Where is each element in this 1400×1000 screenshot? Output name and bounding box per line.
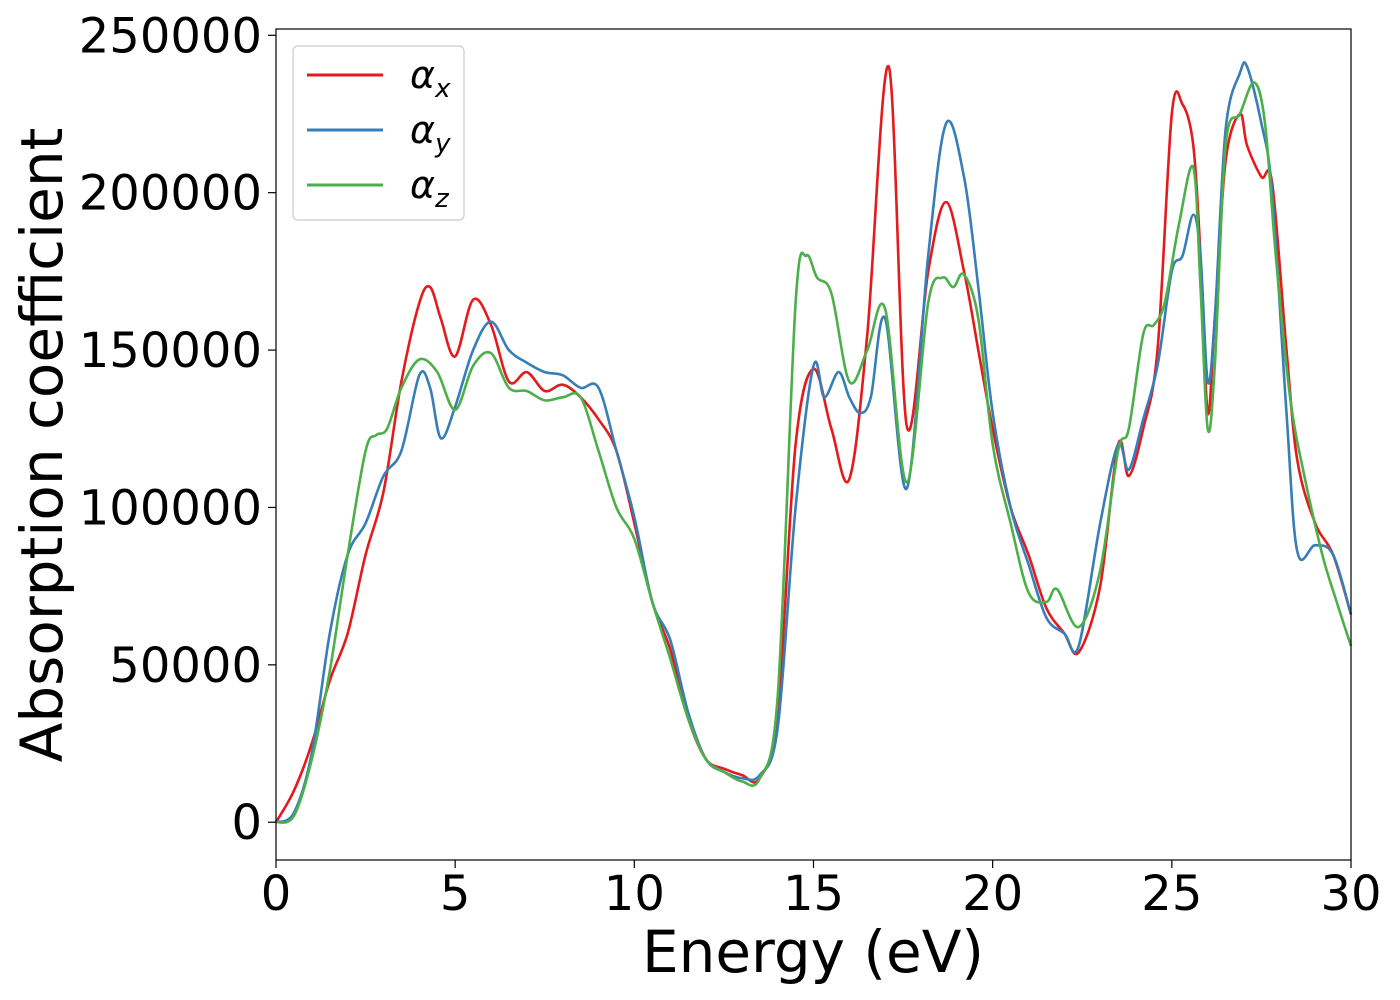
x-tick-label: 25 — [1141, 866, 1202, 922]
x-tick-label: 0 — [261, 866, 292, 922]
series-line-x — [274, 65, 1353, 823]
y-axis-ticks: 0 50000 100000 150000 200000 250000 — [79, 8, 276, 851]
y-tick-label: 200000 — [79, 166, 262, 222]
plot-lines — [274, 61, 1353, 824]
x-tick-label: 30 — [1320, 866, 1381, 922]
y-tick-label: 150000 — [79, 323, 262, 379]
x-tick-label: 15 — [783, 866, 844, 922]
y-tick-label: 100000 — [79, 480, 262, 536]
legend-box — [292, 45, 465, 221]
x-tick-label: 20 — [962, 866, 1023, 922]
series-line-z — [275, 81, 1353, 824]
y-tick-label: 0 — [231, 795, 262, 851]
x-axis-ticks: 0 5 10 15 20 25 30 — [261, 860, 1382, 922]
x-tick-label: 10 — [604, 866, 665, 922]
series-line-y — [275, 61, 1353, 824]
y-tick-label: 50000 — [109, 638, 262, 694]
x-tick-label: 5 — [440, 866, 471, 922]
x-axis-title: Energy (eV) — [642, 918, 984, 986]
y-axis-title: Absorption coefficient — [8, 128, 76, 763]
y-tick-label: 250000 — [79, 8, 262, 64]
